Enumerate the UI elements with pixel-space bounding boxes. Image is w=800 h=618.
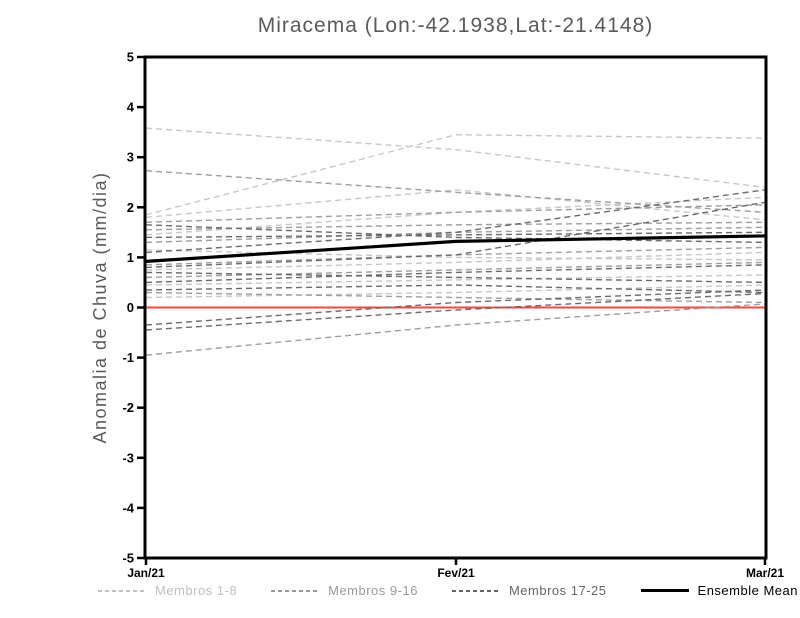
legend-item-ensemble-mean: Ensemble Mean — [640, 583, 798, 598]
member-line — [145, 271, 766, 284]
member-line — [145, 251, 766, 271]
member-line — [145, 127, 766, 188]
chart-title: Miracema (Lon:-42.1938,Lat:-21.4148) — [257, 14, 654, 37]
x-tick-label: Mar/21 — [746, 566, 784, 580]
legend-label: Ensemble Mean — [697, 583, 798, 598]
y-tick-label: -5 — [122, 551, 134, 566]
legend-label: Membros 17-25 — [508, 583, 607, 598]
dashed-line-sample-icon — [451, 589, 500, 592]
member-line — [145, 204, 766, 223]
member-line — [145, 201, 766, 269]
member-line — [145, 284, 766, 294]
member-line — [145, 133, 766, 216]
y-tick-label: -4 — [122, 500, 134, 515]
y-tick-label: -2 — [122, 400, 134, 415]
member-line — [145, 264, 766, 284]
solid-line-sample-icon — [640, 589, 689, 592]
member-line — [145, 291, 766, 304]
legend-item-membros-1-8: Membros 1-8 — [98, 583, 237, 598]
legend-item-membros-9-16: Membros 9-16 — [271, 583, 418, 598]
legend-item-membros-17-25: Membros 17-25 — [451, 583, 607, 598]
y-tick-label: 5 — [127, 50, 134, 65]
legend-label: Membros 9-16 — [328, 583, 418, 598]
dashed-line-sample-icon — [98, 589, 146, 592]
member-line — [145, 274, 766, 286]
dashed-line-sample-icon — [271, 589, 320, 592]
y-tick-label: 2 — [127, 200, 134, 215]
y-tick-label: -1 — [122, 350, 134, 365]
member-line — [145, 224, 766, 244]
y-tick-label: 0 — [127, 300, 134, 315]
member-line — [145, 231, 766, 239]
legend: Membros 1-8 Membros 9-16 Membros 17-25 E… — [98, 583, 798, 598]
ensemble-mean-line — [145, 234, 766, 263]
member-line — [145, 249, 766, 261]
member-line — [145, 303, 766, 356]
member-line — [145, 189, 766, 221]
member-line — [145, 261, 766, 279]
member-line — [145, 292, 766, 331]
y-tick-label: 3 — [127, 150, 134, 165]
y-axis-label: Anomalia de Chuva (mm/dia) — [90, 171, 110, 443]
y-tick-label: -3 — [122, 450, 134, 465]
member-line — [145, 289, 766, 326]
member-line — [145, 170, 766, 213]
x-tick-label: Fev/21 — [437, 566, 475, 580]
member-line — [145, 284, 766, 299]
legend-label: Membros 1-8 — [155, 583, 238, 598]
x-tick-label: Jan/21 — [127, 566, 165, 580]
y-tick-label: 4 — [127, 100, 135, 115]
y-tick-label: 1 — [127, 250, 134, 265]
member-line — [145, 189, 766, 254]
member-line — [145, 221, 766, 231]
